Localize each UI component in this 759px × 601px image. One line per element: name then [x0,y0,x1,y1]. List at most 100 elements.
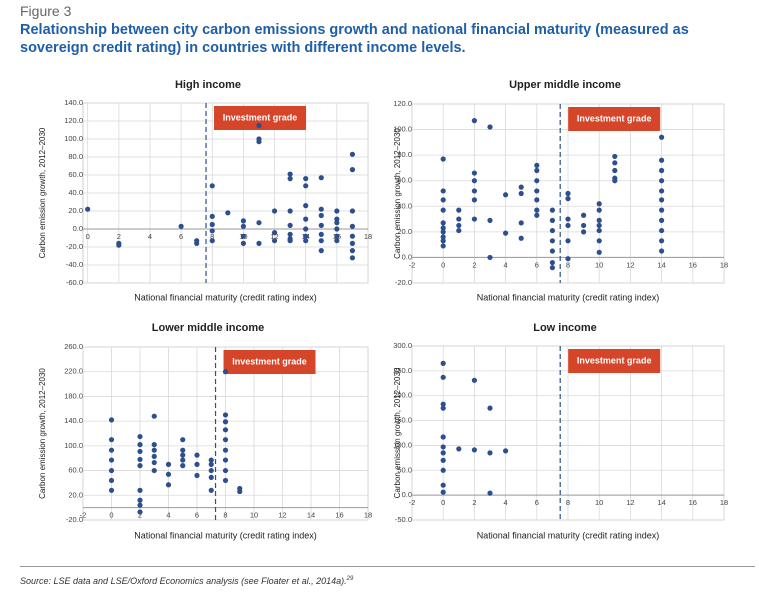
point [581,229,587,235]
y-tick-label: 140.0 [64,98,83,107]
y-tick-label: 150.0 [393,416,412,425]
y-axis-label: Carbon emission growth, 2012–2030 [393,367,402,498]
point [659,207,665,213]
x-axis-label: National financial maturity (credit rati… [477,530,660,540]
y-tick-label: 60.0 [68,466,83,475]
x-tick-label: 18 [364,511,372,520]
point [349,233,356,239]
x-tick-label: 16 [335,511,343,520]
point [318,238,324,244]
point [194,472,200,479]
point [659,178,665,184]
point [237,488,243,495]
point [165,461,172,467]
point [612,160,618,166]
point [256,220,262,226]
point [180,452,186,458]
y-tick-label: 250.0 [393,366,412,375]
point [440,444,446,450]
point [471,178,477,184]
y-tick-label: 0.0 [402,252,412,261]
point [165,471,172,477]
point [137,487,143,493]
y-tick-label: 120.0 [64,116,83,125]
point [349,248,356,254]
figure-label: Figure 3 [20,3,72,19]
point [108,467,115,474]
x-axis-label: National financial maturity (credit rati… [477,292,660,302]
y-tick-label: 220.0 [64,367,83,376]
y-tick-label: 20.0 [68,206,83,215]
point [137,433,143,440]
point [549,238,556,244]
point [222,419,229,425]
point [456,222,462,229]
point [108,437,115,443]
point [287,176,293,182]
x-tick-label: 8 [210,232,214,241]
y-tick-label: -20.0 [395,278,412,287]
point [440,360,446,366]
point [440,225,446,231]
x-tick-label: 8 [566,260,570,269]
point [440,220,446,226]
point [487,405,493,411]
y-tick-label: -40.0 [66,260,83,269]
point [487,217,493,223]
x-tick-label: 0 [86,232,90,241]
point [596,249,602,255]
x-tick-label: 2 [138,511,142,520]
point [194,461,200,467]
x-tick-label: 4 [504,498,508,507]
point [471,170,477,176]
point [334,226,340,232]
x-tick-label: 10 [250,511,258,520]
x-tick-label: 0 [441,498,445,507]
y-tick-label: 100.0 [64,441,83,450]
point [318,206,324,212]
point [180,457,186,463]
point [440,234,446,240]
point [565,238,571,244]
x-tick-label: 12 [626,260,634,269]
point [151,413,157,419]
y-axis-label: Carbon emission growth, 2012–2030 [38,368,47,499]
point [287,208,293,214]
point [349,208,356,214]
point [440,457,446,463]
point [440,156,446,162]
point [487,450,493,456]
x-tick-label: 14 [657,498,665,507]
point [440,450,446,456]
point [612,167,618,174]
point [303,216,309,222]
x-tick-label: 6 [195,511,199,520]
point [440,374,446,380]
point [85,206,91,212]
y-tick-label: -50.0 [395,515,412,524]
point [222,437,229,443]
point [137,456,143,463]
point [180,463,186,469]
point [471,118,477,124]
point [596,222,602,229]
y-tick-label: 80.0 [397,150,412,159]
point [209,213,215,219]
point [549,259,556,266]
point [194,240,200,246]
x-tick-label: 16 [689,260,697,269]
x-tick-label: 10 [595,498,603,507]
point [209,221,215,228]
point [596,207,602,213]
y-tick-label: 80.0 [68,152,83,161]
y-axis-label: Carbon emission growth, 2012–2030 [38,127,47,258]
point [334,220,340,226]
point [318,222,324,228]
point [225,210,231,216]
point [534,167,540,174]
point [565,190,571,197]
point [565,256,571,262]
point [518,220,524,226]
point [440,229,446,235]
point [440,482,446,488]
